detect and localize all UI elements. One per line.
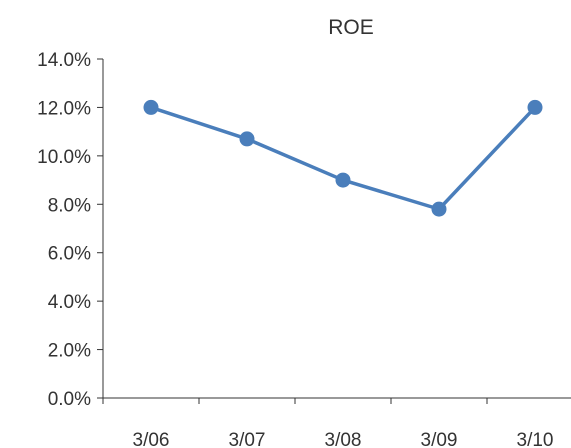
x-tick-label: 3/06 <box>133 430 170 448</box>
y-tick-label: 12.0% <box>37 98 91 119</box>
x-tick-label: 3/10 <box>517 430 554 448</box>
y-tick-label: 2.0% <box>48 341 91 362</box>
y-tick-label: 14.0% <box>37 50 91 71</box>
data-point-3-06 <box>143 99 159 115</box>
y-tick-label: 10.0% <box>37 147 91 168</box>
data-point-3-07 <box>239 131 255 147</box>
x-axis: 3/06 3/07 3/08 3/09 3/10 <box>102 397 571 448</box>
y-tick-label: 0.0% <box>48 389 91 410</box>
data-point-3-10 <box>527 99 543 115</box>
y-tick-label: 8.0% <box>48 195 91 216</box>
data-point-3-09 <box>431 201 447 217</box>
x-tick-label: 3/07 <box>229 430 266 448</box>
x-tick-label: 3/09 <box>421 430 458 448</box>
data-point-3-08 <box>335 172 351 188</box>
chart-title: ROE <box>328 16 374 39</box>
x-tick-label: 3/08 <box>325 430 362 448</box>
series-line <box>150 105 537 211</box>
y-tick-label: 4.0% <box>48 292 91 313</box>
series-roe <box>143 99 543 217</box>
y-axis: 0.0% 2.0% 4.0% 6.0% 8.0% 10.0% 12.0% 14.0% <box>37 50 104 410</box>
y-tick-label: 6.0% <box>48 244 91 265</box>
